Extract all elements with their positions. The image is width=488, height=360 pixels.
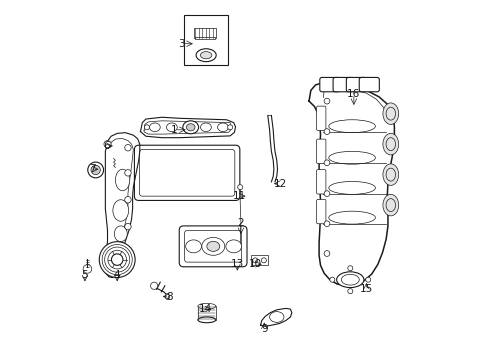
Polygon shape — [105, 133, 140, 278]
Ellipse shape — [124, 250, 131, 257]
Ellipse shape — [124, 224, 131, 230]
Ellipse shape — [99, 242, 135, 278]
Ellipse shape — [166, 123, 177, 132]
Text: 15: 15 — [359, 284, 372, 294]
Ellipse shape — [83, 265, 92, 273]
Ellipse shape — [165, 294, 169, 300]
Ellipse shape — [382, 164, 398, 185]
Text: 9: 9 — [261, 324, 267, 334]
Ellipse shape — [124, 170, 131, 176]
Ellipse shape — [186, 124, 195, 131]
Polygon shape — [260, 309, 291, 326]
Ellipse shape — [227, 125, 232, 130]
Ellipse shape — [200, 51, 211, 59]
Text: 4: 4 — [114, 270, 120, 280]
Ellipse shape — [324, 98, 329, 104]
FancyBboxPatch shape — [316, 170, 325, 194]
Polygon shape — [140, 117, 235, 138]
Ellipse shape — [113, 200, 128, 221]
Ellipse shape — [365, 277, 370, 282]
Text: 2: 2 — [237, 218, 244, 228]
Text: 11: 11 — [232, 191, 245, 201]
Ellipse shape — [185, 240, 201, 253]
Bar — [198, 306, 215, 320]
Ellipse shape — [198, 303, 215, 309]
Ellipse shape — [114, 226, 127, 242]
FancyBboxPatch shape — [179, 226, 246, 267]
Text: 1: 1 — [171, 125, 178, 135]
Ellipse shape — [124, 197, 131, 203]
Ellipse shape — [336, 272, 363, 288]
Ellipse shape — [124, 144, 131, 151]
Text: 14: 14 — [198, 304, 211, 314]
Ellipse shape — [200, 123, 211, 132]
Ellipse shape — [91, 165, 100, 175]
Ellipse shape — [202, 237, 224, 255]
FancyBboxPatch shape — [359, 77, 379, 92]
Ellipse shape — [205, 240, 221, 253]
Ellipse shape — [382, 103, 398, 125]
Ellipse shape — [347, 289, 352, 294]
FancyBboxPatch shape — [316, 106, 325, 131]
Ellipse shape — [144, 125, 149, 130]
Ellipse shape — [104, 140, 111, 148]
Ellipse shape — [183, 121, 198, 134]
Bar — [183, 15, 228, 65]
Bar — [194, 28, 215, 39]
Text: 16: 16 — [346, 89, 360, 99]
FancyBboxPatch shape — [316, 199, 325, 224]
Text: 10: 10 — [248, 259, 261, 269]
Text: 12: 12 — [273, 179, 286, 189]
Ellipse shape — [382, 194, 398, 216]
Ellipse shape — [237, 185, 242, 190]
Text: 5: 5 — [81, 270, 88, 280]
Ellipse shape — [149, 123, 160, 132]
Text: 6: 6 — [103, 141, 109, 151]
Bar — [195, 37, 215, 40]
Ellipse shape — [196, 49, 216, 62]
FancyBboxPatch shape — [134, 145, 239, 201]
Text: 13: 13 — [230, 259, 244, 269]
Ellipse shape — [115, 169, 129, 191]
Ellipse shape — [269, 312, 284, 322]
Ellipse shape — [324, 251, 329, 256]
FancyBboxPatch shape — [319, 77, 339, 92]
Ellipse shape — [324, 191, 329, 197]
Ellipse shape — [198, 317, 215, 323]
Ellipse shape — [225, 240, 241, 253]
Ellipse shape — [217, 123, 228, 132]
Text: 8: 8 — [165, 292, 172, 302]
Ellipse shape — [111, 254, 122, 265]
FancyBboxPatch shape — [332, 77, 352, 92]
Ellipse shape — [324, 221, 329, 226]
Ellipse shape — [329, 277, 334, 282]
Ellipse shape — [88, 162, 103, 178]
Bar — [250, 255, 267, 265]
Ellipse shape — [382, 134, 398, 155]
Ellipse shape — [324, 160, 329, 166]
Ellipse shape — [347, 266, 352, 271]
Polygon shape — [308, 82, 394, 286]
Ellipse shape — [206, 241, 219, 251]
FancyBboxPatch shape — [316, 139, 325, 163]
Text: 3: 3 — [178, 39, 184, 49]
Ellipse shape — [150, 282, 158, 289]
FancyBboxPatch shape — [346, 77, 366, 92]
Text: 7: 7 — [89, 164, 95, 174]
Ellipse shape — [183, 123, 194, 132]
Ellipse shape — [324, 129, 329, 134]
